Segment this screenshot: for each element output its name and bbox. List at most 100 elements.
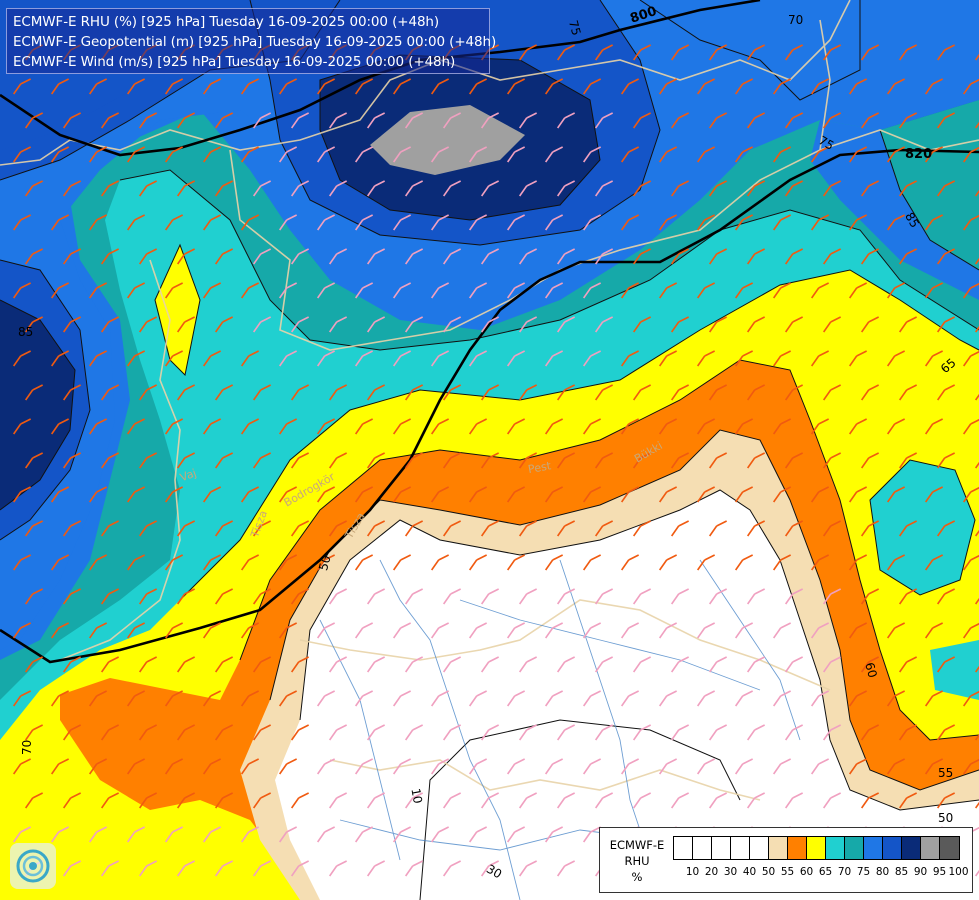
wind-barb-icon [328, 452, 348, 469]
wind-barb-icon [24, 248, 44, 265]
wind-barb-icon [734, 486, 754, 503]
wind-barb-icon [886, 350, 906, 367]
wind-barb-icon [658, 214, 678, 231]
wind-barb-icon [404, 248, 424, 265]
wind-barb-icon [366, 656, 386, 673]
wind-barb-icon [582, 486, 602, 503]
wind-barb-icon [202, 78, 222, 95]
legend-tick-label: 70 [837, 866, 852, 878]
wind-barb-icon [202, 282, 222, 299]
wind-barb-icon [848, 214, 868, 231]
wind-barb-icon [696, 758, 716, 775]
wind-barb-icon [138, 180, 158, 197]
wind-barb-icon [556, 724, 576, 741]
wind-barb-icon [164, 282, 184, 299]
wind-barb-icon [214, 452, 234, 469]
wind-barb-icon [164, 418, 184, 435]
wind-barb-icon [822, 724, 842, 741]
wind-barb-icon [810, 758, 830, 775]
wind-barb-icon [164, 146, 184, 163]
wind-barb-icon [214, 520, 234, 537]
wind-barb-icon [202, 146, 222, 163]
title-geopotential: ECMWF-E Geopotential (m) [925 hPa] Tuesd… [13, 34, 497, 50]
wind-barb-icon [848, 690, 868, 707]
legend-variable: RHU [624, 854, 650, 868]
wind-barb-icon [848, 78, 868, 95]
wind-barb-icon [328, 112, 348, 129]
wind-barb-icon [278, 78, 298, 95]
wind-barb-icon [556, 860, 576, 877]
wind-barb-icon [924, 350, 944, 367]
wind-barb-icon [430, 486, 450, 503]
rhu-legend: ECMWF-E RHU % 10 20 30 40 50 55 60 65 70 75 80 85 90… [599, 827, 973, 893]
wind-barb-icon [24, 588, 44, 605]
wind-barb-icon [12, 418, 32, 435]
wind-barb-icon [100, 588, 120, 605]
wind-barb-icon [366, 588, 386, 605]
wind-barb-icon [354, 214, 374, 231]
wind-barb-icon [202, 690, 222, 707]
wind-barb-icon [708, 112, 728, 129]
wind-barb-icon [278, 146, 298, 163]
wind-barb-icon [696, 554, 716, 571]
wind-barb-icon [468, 622, 488, 639]
wind-barb-icon [620, 418, 640, 435]
wind-barb-icon [594, 520, 614, 537]
wind-barb-icon [468, 146, 488, 163]
wind-barb-icon [480, 588, 500, 605]
wind-barb-icon [746, 520, 766, 537]
map-title-box: ECMWF-E RHU (%) [925 hPa] Tuesday 16-09-… [6, 8, 497, 74]
wind-barb-icon [974, 869, 979, 877]
wind-barb-icon [100, 180, 120, 197]
wind-barb-icon [252, 792, 272, 809]
wind-barb-icon [518, 112, 538, 129]
wind-barb-icon [582, 214, 602, 231]
wind-barb-icon [860, 452, 880, 469]
wind-barb-icon [480, 248, 500, 265]
wind-barb-icon [12, 826, 32, 843]
wind-barb-icon [176, 520, 196, 537]
wind-barb-icon [138, 248, 158, 265]
wind-barb-icon [784, 656, 804, 673]
wind-barb-icon [214, 248, 234, 265]
rhu-label: 85 [18, 325, 33, 339]
wind-barb-icon [734, 146, 754, 163]
wind-barb-icon [582, 690, 602, 707]
wind-barb-icon [164, 826, 184, 843]
wind-barb-icon [480, 656, 500, 673]
wind-barb-icon [278, 758, 298, 775]
wind-barb-icon [658, 146, 678, 163]
wind-barb-icon [860, 248, 880, 265]
wind-barb-icon [62, 316, 82, 333]
wind-barb-icon [480, 724, 500, 741]
wind-barb-icon [822, 248, 842, 265]
wind-barb-icon [88, 486, 108, 503]
wind-barb-icon [442, 452, 462, 469]
wind-barb-icon [860, 384, 880, 401]
wind-barb-icon [556, 588, 576, 605]
title-wind: ECMWF-E Wind (m/s) [925 hPa] Tuesday 16-… [13, 54, 456, 70]
wind-barb-icon [810, 690, 830, 707]
wind-barb-icon [556, 316, 576, 333]
wind-barb-icon [594, 384, 614, 401]
wind-barb-icon [442, 588, 462, 605]
wind-barb-icon [316, 690, 336, 707]
wind-barb-icon [544, 418, 564, 435]
wind-barb-icon [810, 486, 830, 503]
wind-barb-icon [88, 690, 108, 707]
wind-barb-icon [468, 350, 488, 367]
legend-tick-label: 95 [932, 866, 947, 878]
wind-barb-icon [126, 282, 146, 299]
wind-barb-icon [430, 214, 450, 231]
wind-barb-icon [784, 112, 804, 129]
wind-barb-icon [936, 656, 956, 673]
wind-barb-icon [430, 418, 450, 435]
wind-barb-icon [582, 282, 602, 299]
legend-swatch [845, 837, 864, 859]
wind-barb-icon [898, 588, 918, 605]
wind-barb-icon [632, 656, 652, 673]
wind-barb-icon [240, 758, 260, 775]
wind-barb-icon [480, 316, 500, 333]
wind-barb-icon [50, 350, 70, 367]
wind-barb-icon [632, 180, 652, 197]
